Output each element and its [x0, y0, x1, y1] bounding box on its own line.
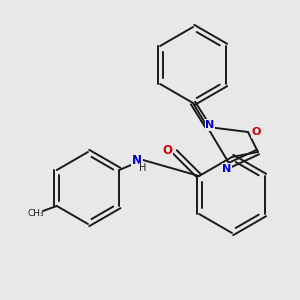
Text: N: N: [206, 120, 214, 130]
Text: O: O: [162, 143, 172, 157]
Text: N: N: [132, 154, 142, 166]
Text: N: N: [222, 164, 232, 174]
Text: H: H: [139, 163, 147, 173]
Text: CH₃: CH₃: [28, 208, 44, 217]
Text: O: O: [251, 127, 261, 137]
